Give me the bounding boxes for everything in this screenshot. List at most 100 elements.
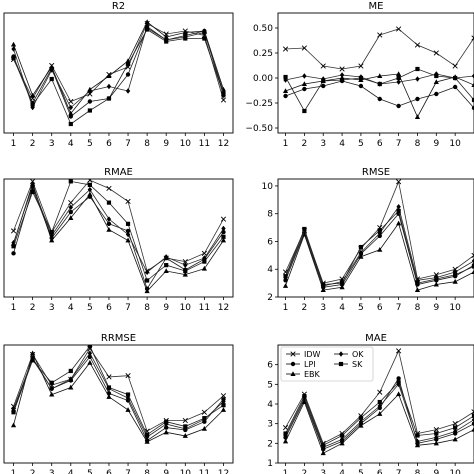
- legend-marker-lpi: [290, 361, 296, 367]
- data-point-ok: [144, 23, 150, 30]
- data-point-sk: [377, 399, 382, 405]
- data-point-ebk: [10, 41, 17, 47]
- data-point-sk: [49, 230, 54, 235]
- x-tick-label: 4: [339, 139, 345, 149]
- data-point-idw: [125, 198, 131, 205]
- data-point-ebk: [125, 237, 131, 243]
- data-point-sk: [145, 432, 150, 437]
- data-point-sk: [106, 385, 112, 390]
- x-tick-label: 8: [415, 139, 421, 149]
- y-tick-label: 4: [267, 265, 273, 275]
- data-point-ok: [106, 83, 112, 90]
- data-point-sk: [415, 66, 420, 72]
- data-point-ok: [358, 418, 364, 425]
- x-tick-label: 8: [144, 469, 150, 474]
- y-tick-label: 3: [267, 420, 273, 430]
- data-point-sk: [11, 244, 16, 249]
- data-point-ok: [302, 228, 307, 235]
- data-point-sk: [396, 75, 401, 81]
- data-point-ebk: [10, 422, 17, 428]
- data-point-ok: [471, 73, 474, 79]
- series-line-lpi: [285, 377, 474, 450]
- x-tick-label: 5: [87, 303, 93, 313]
- x-tick-label: 3: [49, 303, 55, 313]
- data-point-ok: [183, 262, 188, 268]
- data-point-sk: [321, 282, 326, 287]
- data-point-lpi: [125, 228, 131, 234]
- data-point-ebk: [125, 407, 131, 412]
- data-point-sk: [434, 431, 439, 436]
- data-point-ebk: [377, 411, 383, 416]
- data-point-ebk: [68, 110, 74, 116]
- y-tick-label: 1: [267, 459, 273, 469]
- data-point-lpi: [396, 103, 401, 109]
- x-tick-label: 3: [320, 469, 326, 474]
- data-point-ebk: [377, 73, 383, 78]
- x-tick-label: 7: [125, 139, 131, 149]
- panel-title: R2: [112, 1, 125, 12]
- y-tick-label: 8: [267, 210, 273, 220]
- data-point-idw: [377, 32, 383, 38]
- data-point-sk: [68, 121, 73, 127]
- data-point-idw: [433, 426, 439, 433]
- x-tick-label: 7: [125, 469, 131, 474]
- x-tick-label: 12: [218, 139, 229, 149]
- y-tick-label: −0.50: [245, 124, 273, 134]
- x-tick-label: 11: [199, 139, 210, 149]
- y-tick-label: 5: [267, 380, 273, 390]
- data-point-ebk: [471, 82, 474, 87]
- data-point-sk: [302, 226, 307, 232]
- x-tick-label: 1: [11, 303, 17, 313]
- data-point-sk: [68, 179, 73, 184]
- data-point-sk: [453, 272, 458, 277]
- data-point-sk: [471, 264, 474, 269]
- data-point-lpi: [358, 83, 364, 89]
- data-point-idw: [471, 35, 474, 41]
- data-point-ok: [144, 269, 150, 276]
- y-tick-label: −0.25: [245, 99, 273, 109]
- x-tick-label: 8: [144, 139, 150, 149]
- legend-label: EBK: [304, 370, 321, 379]
- x-tick-label: 8: [415, 303, 421, 313]
- data-point-sk: [434, 73, 439, 79]
- data-point-sk: [49, 380, 54, 385]
- x-tick-label: 12: [218, 303, 229, 313]
- data-point-ok: [125, 88, 131, 94]
- data-point-ebk: [396, 220, 402, 226]
- data-point-idw: [220, 216, 227, 222]
- data-point-sk: [283, 74, 288, 80]
- data-point-ebk: [144, 19, 150, 24]
- series-line-ebk: [285, 73, 474, 118]
- panel-title: ME: [369, 1, 384, 12]
- data-point-ok: [452, 428, 458, 435]
- x-tick-label: 4: [339, 303, 345, 313]
- data-point-ebk: [377, 247, 383, 252]
- legend-label: SK: [352, 360, 363, 369]
- data-point-sk: [164, 419, 169, 424]
- y-tick-label: 4: [267, 400, 273, 410]
- data-point-ok: [164, 254, 169, 260]
- series-line-lpi: [13, 27, 224, 118]
- y-tick-label: 2: [267, 293, 273, 303]
- data-point-ok: [471, 416, 474, 423]
- x-tick-label: 5: [358, 469, 364, 474]
- data-point-ok: [339, 436, 345, 443]
- x-tick-label: 2: [30, 469, 36, 474]
- x-tick-label: 10: [180, 469, 192, 474]
- data-point-ebk: [30, 92, 36, 98]
- x-tick-label: 4: [68, 469, 74, 474]
- x-tick-label: 6: [377, 303, 383, 313]
- y-tick-label: 6: [267, 237, 273, 247]
- data-point-sk: [125, 392, 131, 397]
- data-point-idw: [301, 45, 308, 51]
- data-point-ebk: [282, 283, 289, 288]
- data-point-ebk: [358, 253, 364, 259]
- data-point-sk: [396, 380, 401, 385]
- data-point-sk: [283, 274, 288, 279]
- x-tick-label: 6: [106, 139, 112, 149]
- data-point-idw: [125, 373, 131, 379]
- x-tick-label: 7: [396, 303, 402, 313]
- series-line-ok: [285, 73, 474, 85]
